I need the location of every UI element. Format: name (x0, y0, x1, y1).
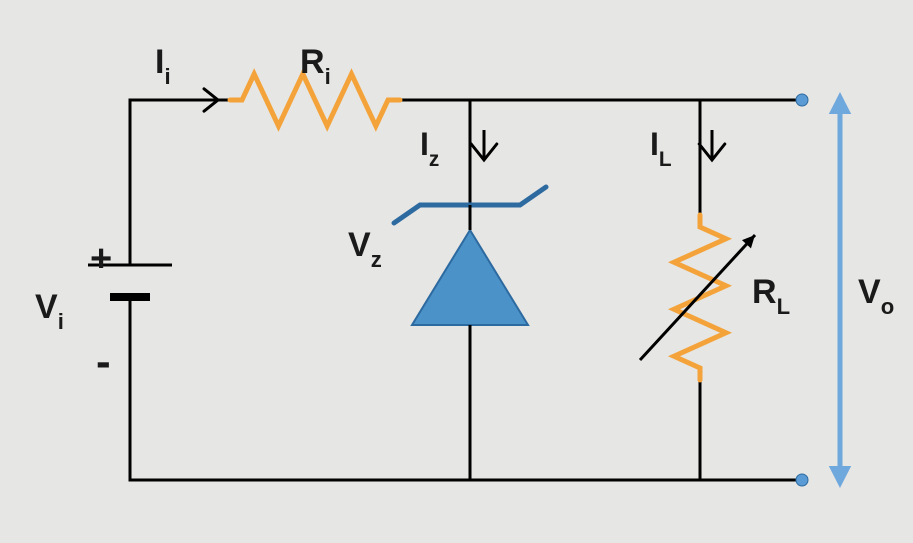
label-Vo: Vo (858, 275, 894, 315)
circuit-canvas: Vi + - Ii Ri Iz Vz IL RL Vo (0, 0, 913, 543)
label-IL: IL (650, 128, 672, 167)
label-minus: - (96, 340, 111, 384)
label-Ii: Ii (155, 45, 171, 85)
label-Vz: Vz (348, 228, 382, 268)
label-Ri: Ri (300, 45, 331, 85)
label-RL: RL (752, 275, 790, 315)
circuit-svg (0, 0, 913, 543)
label-plus: + (90, 240, 112, 278)
label-Iz: Iz (420, 128, 439, 167)
label-Vi: Vi (35, 290, 64, 330)
